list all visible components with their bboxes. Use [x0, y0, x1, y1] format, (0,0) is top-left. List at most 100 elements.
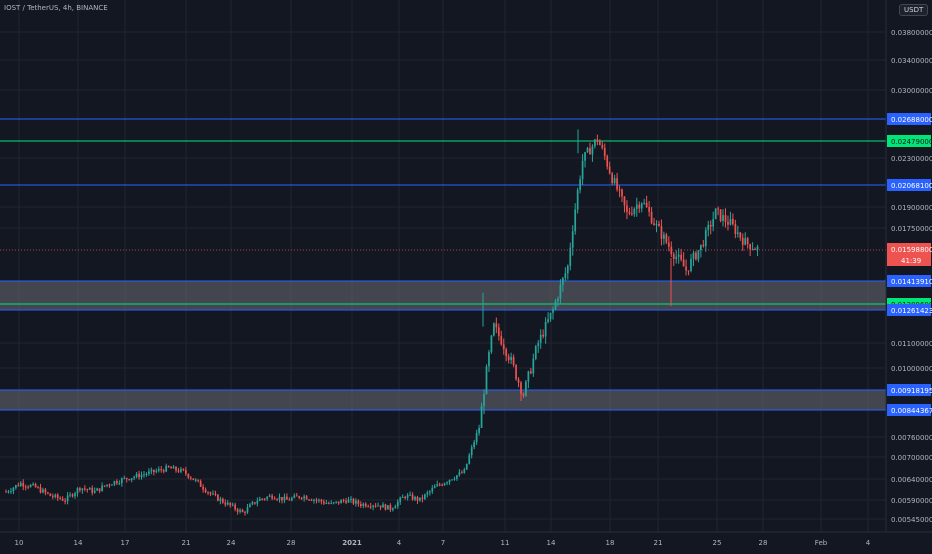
candle-body: [384, 504, 387, 510]
candle-body: [170, 467, 172, 469]
candle-body: [39, 487, 42, 493]
x-tick-label: Feb: [815, 539, 828, 547]
candle-body: [332, 502, 335, 504]
candle-body: [138, 473, 140, 478]
candle-body: [406, 495, 409, 498]
candle-body: [372, 505, 375, 507]
candle-body: [414, 497, 416, 500]
candle-body: [128, 479, 131, 481]
candle-body: [113, 481, 116, 485]
candle-body: [47, 492, 49, 494]
candle-body: [559, 284, 562, 299]
candle-body: [135, 473, 138, 477]
candle-body: [562, 277, 564, 285]
candle-body: [300, 497, 303, 499]
candle-body: [219, 498, 222, 501]
candle-body: [702, 244, 705, 247]
level-price-tag: [887, 404, 931, 416]
candle-body: [532, 358, 535, 374]
candle-body: [347, 499, 350, 503]
candle-body: [342, 500, 345, 502]
candle-body: [330, 502, 333, 504]
candle-body: [660, 226, 663, 239]
candle-body: [305, 496, 308, 500]
candle-body: [534, 346, 537, 359]
candle-body: [709, 224, 712, 227]
candle-body: [635, 204, 638, 209]
candle-body: [734, 224, 737, 235]
candle-body: [522, 393, 525, 396]
candle-body: [278, 496, 281, 500]
candle-body: [27, 486, 30, 488]
candle-body: [160, 469, 163, 471]
candle-body: [424, 494, 426, 499]
candle-body: [42, 489, 44, 493]
candle-body: [234, 504, 237, 510]
candle-body: [207, 492, 209, 494]
candle-body: [49, 493, 52, 497]
candle-body: [564, 273, 567, 278]
candle-body: [512, 357, 515, 365]
candle-body: [266, 496, 269, 499]
candle-body: [598, 141, 601, 145]
candle-body: [350, 498, 352, 500]
candle-body: [751, 248, 754, 250]
candle-body: [283, 496, 286, 501]
candle-body: [189, 477, 192, 479]
x-tick-label: 25: [713, 539, 722, 547]
candle-body: [611, 173, 614, 184]
candle-body: [271, 495, 273, 499]
candle-body: [608, 166, 611, 174]
candle-body: [746, 238, 749, 245]
candle-body: [672, 254, 675, 259]
candle-body: [281, 496, 283, 501]
y-tick-label: 0.03000000: [891, 87, 932, 95]
candle-body: [732, 219, 734, 225]
candle-body: [130, 478, 133, 481]
chart-title: IOST / TetherUS, 4h, BINANCE: [4, 4, 108, 12]
y-tick-label: 0.01900000: [891, 204, 932, 212]
candle-body: [74, 493, 76, 497]
candle-body: [209, 492, 212, 494]
candle-body: [428, 491, 431, 493]
candle-body: [456, 475, 458, 479]
candle-body: [680, 254, 683, 260]
candle-body: [108, 484, 111, 486]
candle-body: [367, 506, 370, 508]
candle-body: [401, 497, 404, 499]
candle-body: [579, 179, 581, 190]
candle-body: [315, 499, 318, 501]
candle-body: [320, 499, 323, 502]
y-tick-label: 0.01750000: [891, 225, 932, 233]
candle-body: [542, 334, 545, 337]
candle-body: [458, 472, 461, 476]
level-price-label: 0.02479000: [891, 138, 932, 146]
candle-body: [520, 382, 522, 394]
candle-body: [150, 469, 153, 472]
candle-body: [754, 248, 756, 250]
candle-body: [616, 178, 618, 190]
candle-body: [96, 488, 99, 491]
quote-currency-badge[interactable]: USDT: [899, 4, 929, 16]
candle-body: [221, 498, 224, 503]
time-axis: [0, 532, 886, 550]
candle-body: [44, 489, 47, 493]
candle-body: [64, 500, 66, 502]
candle-body: [81, 488, 84, 491]
candle-body: [618, 189, 621, 191]
candle-body: [165, 466, 168, 472]
candle-body: [510, 357, 512, 361]
candle-body: [239, 510, 241, 512]
candle-body: [335, 501, 338, 503]
candle-body: [286, 496, 288, 500]
candle-body: [123, 477, 126, 479]
candle-body: [116, 481, 118, 484]
candle-body: [69, 494, 71, 496]
countdown-label: 41:39: [901, 257, 921, 265]
candle-body: [187, 473, 190, 478]
x-tick-label: 7: [441, 539, 445, 547]
candle-body: [515, 364, 517, 380]
candle-body: [377, 505, 379, 507]
